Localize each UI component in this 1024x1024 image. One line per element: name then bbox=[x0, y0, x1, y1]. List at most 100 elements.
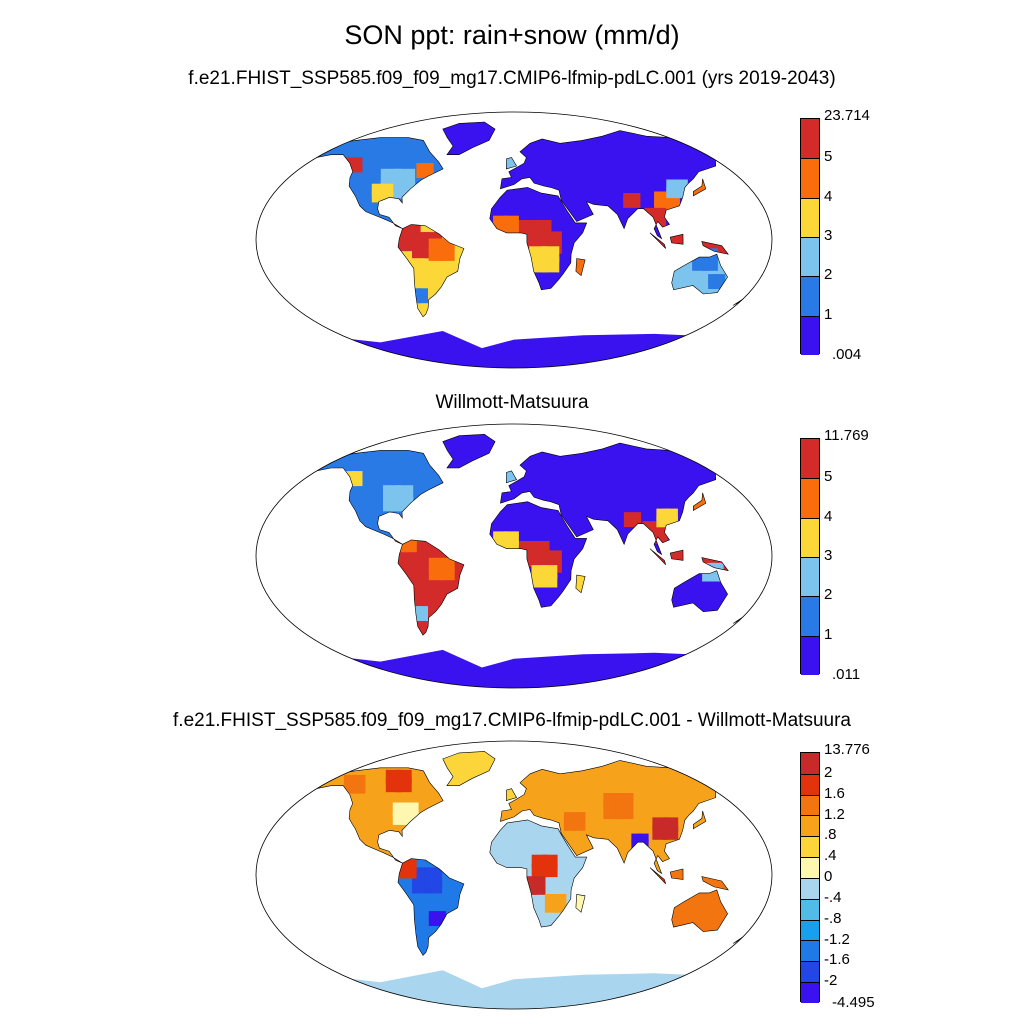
field-cell bbox=[674, 186, 688, 199]
field-cell bbox=[396, 778, 412, 793]
field-cell bbox=[352, 782, 366, 794]
field-cell bbox=[435, 916, 446, 926]
field-cell bbox=[343, 782, 357, 794]
field-cell bbox=[416, 163, 427, 173]
coastline-australia bbox=[671, 253, 728, 295]
land-indonesia2 bbox=[670, 234, 684, 245]
field-cell bbox=[410, 894, 424, 906]
field-cell bbox=[710, 570, 724, 582]
coastline-japan bbox=[693, 492, 707, 512]
field-cell bbox=[623, 512, 635, 522]
colorbar-label: 11.769 bbox=[824, 427, 869, 444]
field-cell bbox=[666, 179, 680, 191]
field-cell bbox=[623, 517, 635, 528]
colorbar-label: -1.6 bbox=[824, 951, 850, 969]
coastline-madagascar bbox=[575, 574, 586, 594]
field-cell bbox=[644, 207, 658, 220]
coastline-indonesia1 bbox=[649, 232, 666, 249]
colorbar-segment bbox=[801, 478, 819, 519]
field-cell bbox=[541, 573, 558, 588]
field-cell bbox=[524, 883, 537, 895]
field-cell bbox=[623, 193, 634, 203]
colorbar-label: 1.6 bbox=[824, 784, 845, 802]
colorbar-panel-1 bbox=[800, 118, 820, 355]
colorbar-label: 3 bbox=[824, 227, 833, 244]
colorbar-segment bbox=[801, 794, 819, 817]
field-cell bbox=[662, 826, 679, 840]
field-cell bbox=[403, 867, 417, 879]
field-cell bbox=[345, 471, 356, 481]
field-cell bbox=[541, 256, 560, 273]
field-cell bbox=[345, 157, 356, 167]
field-cell bbox=[419, 901, 433, 913]
field-cell bbox=[439, 247, 455, 261]
main-title: SON ppt: rain+snow (mm/d) bbox=[344, 20, 680, 50]
colorbar-segment bbox=[801, 836, 819, 859]
field-cell bbox=[638, 833, 649, 843]
field-cell bbox=[563, 812, 577, 824]
colorbar-segment bbox=[801, 982, 819, 1003]
field-cell bbox=[665, 515, 678, 528]
field-cell bbox=[418, 578, 435, 592]
colorbar-label: -2 bbox=[824, 972, 838, 990]
coastline-australia bbox=[671, 570, 728, 613]
colorbar-label: -1.2 bbox=[824, 930, 850, 948]
land-indonesia2 bbox=[670, 550, 684, 561]
field-cell bbox=[371, 183, 385, 196]
field-cell bbox=[428, 911, 440, 921]
colorbar-segment bbox=[801, 635, 819, 675]
field-cell bbox=[417, 288, 428, 298]
coastline-madagascar bbox=[575, 258, 586, 277]
coastline-indonesia2 bbox=[669, 868, 684, 880]
field-cell bbox=[665, 508, 678, 521]
field-cell bbox=[705, 907, 724, 924]
field-cell bbox=[708, 279, 719, 289]
field-cell bbox=[439, 566, 455, 581]
colorbar-segment bbox=[801, 197, 819, 238]
coastline-indonesia2 bbox=[669, 549, 684, 561]
coastline-eurasia bbox=[500, 760, 732, 875]
coastline-namerica bbox=[314, 137, 444, 229]
colorbar-label: 1 bbox=[824, 305, 833, 323]
field-cell bbox=[403, 540, 417, 553]
field-cell bbox=[524, 876, 537, 888]
map-border bbox=[255, 423, 773, 689]
field-cell bbox=[417, 294, 428, 304]
colorbar-segment bbox=[801, 517, 819, 558]
field-cell bbox=[378, 803, 397, 820]
field-cell bbox=[715, 274, 726, 284]
land-greenland bbox=[442, 122, 496, 155]
field-cell bbox=[666, 186, 680, 199]
panel-2-title: Willmott-Matsuura bbox=[435, 392, 589, 413]
colorbar-panel-3 bbox=[800, 752, 820, 1003]
colorbar-label: .8 bbox=[824, 826, 837, 844]
land-madagascar bbox=[575, 575, 586, 593]
field-cell bbox=[380, 183, 394, 196]
field-cell bbox=[371, 190, 385, 203]
coastline-eurasia bbox=[500, 442, 732, 556]
land-eurasia bbox=[500, 130, 731, 239]
field-cell bbox=[428, 916, 440, 926]
colorbar-segment bbox=[801, 439, 819, 480]
colorbar-label: 5 bbox=[824, 468, 833, 486]
field-cell bbox=[553, 901, 567, 913]
field-cell bbox=[630, 512, 642, 522]
field-cell bbox=[502, 840, 521, 857]
colorbar-label: 0 bbox=[824, 868, 833, 885]
field-cell bbox=[343, 774, 357, 787]
colorbar-segment bbox=[801, 857, 819, 879]
field-cell bbox=[352, 774, 366, 787]
land-japan bbox=[693, 811, 706, 829]
colorbar-label: 3 bbox=[824, 547, 833, 564]
colorbar-label: .011 bbox=[832, 666, 861, 683]
colorbar-label: 1 bbox=[824, 625, 833, 643]
field-cell bbox=[542, 863, 558, 878]
coastline-newguinea bbox=[701, 240, 729, 255]
field-cell bbox=[715, 279, 726, 289]
coastline-indonesia1 bbox=[649, 548, 666, 566]
field-cell bbox=[532, 883, 546, 895]
colorbar-panel-2 bbox=[800, 438, 820, 675]
field-cell bbox=[417, 606, 428, 616]
land-indonesia2 bbox=[670, 869, 684, 880]
coastline-australia bbox=[671, 889, 728, 932]
